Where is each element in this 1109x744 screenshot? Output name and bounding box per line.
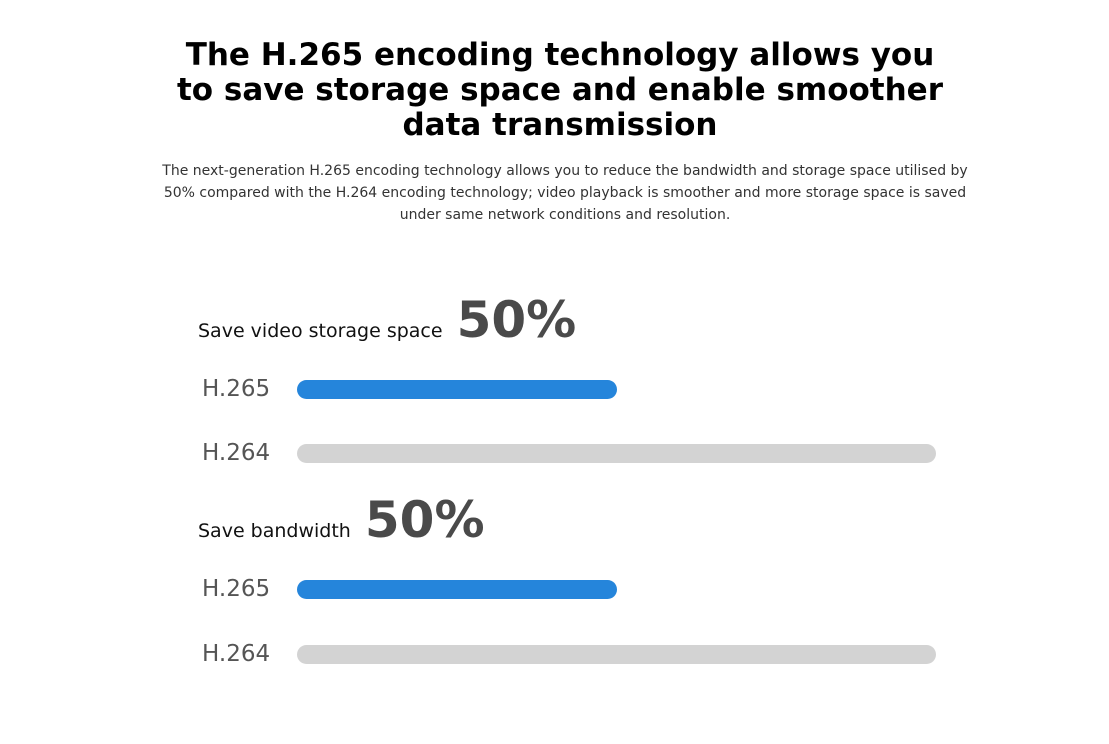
bandwidth-bar-h264 (297, 645, 936, 664)
page-description: The next-generation H.265 encoding techn… (162, 163, 968, 223)
storage-bar-h264 (297, 444, 936, 463)
bandwidth-bar-h265 (297, 580, 617, 599)
storage-bar-h265 (297, 380, 617, 399)
bandwidth-chart-percentage: 50% (364, 491, 485, 549)
bandwidth-bar-label-h264: H.264 (202, 641, 271, 667)
storage-chart-title: Save video storage space (198, 320, 443, 342)
bandwidth-bar-row-h265: H.265 (0, 574, 1109, 604)
page-title: The H.265 encoding technology allows you… (176, 37, 943, 143)
storage-chart-header: Save video storage space 50% (198, 295, 576, 345)
bandwidth-bar-track-h265 (297, 580, 936, 599)
storage-bar-row-h264: H.264 (0, 438, 1109, 468)
storage-bar-label-h264: H.264 (202, 440, 271, 466)
bandwidth-bar-label-h265: H.265 (202, 576, 271, 602)
storage-bar-label-h265: H.265 (202, 376, 271, 402)
storage-chart-percentage: 50% (456, 291, 577, 349)
storage-bar-track-h265 (297, 380, 936, 399)
bandwidth-chart-header: Save bandwidth 50% (198, 495, 485, 545)
storage-bar-track-h264 (297, 444, 936, 463)
bandwidth-bar-track-h264 (297, 645, 936, 664)
bandwidth-chart-title: Save bandwidth (198, 520, 351, 542)
bandwidth-bar-row-h264: H.264 (0, 639, 1109, 669)
storage-bar-row-h265: H.265 (0, 374, 1109, 404)
